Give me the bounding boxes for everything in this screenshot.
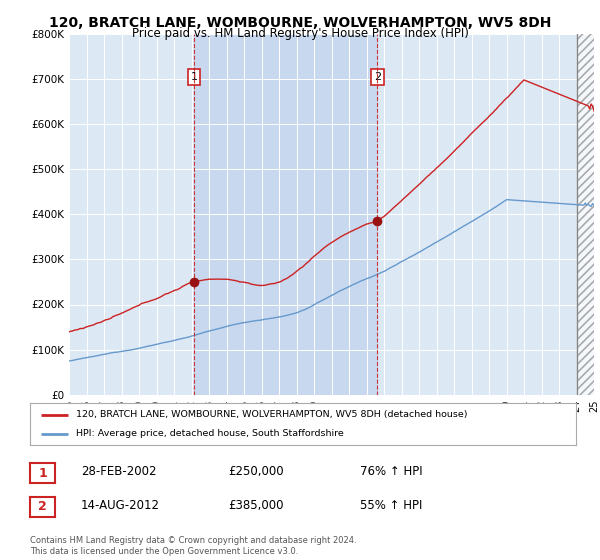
- Text: 120, BRATCH LANE, WOMBOURNE, WOLVERHAMPTON, WV5 8DH (detached house): 120, BRATCH LANE, WOMBOURNE, WOLVERHAMPT…: [76, 410, 468, 419]
- Text: Price paid vs. HM Land Registry's House Price Index (HPI): Price paid vs. HM Land Registry's House …: [131, 27, 469, 40]
- Text: 2: 2: [38, 500, 47, 514]
- Text: £385,000: £385,000: [228, 498, 284, 512]
- Text: 14-AUG-2012: 14-AUG-2012: [81, 498, 160, 512]
- Bar: [577, 34, 600, 395]
- Bar: [194, 34, 377, 395]
- Text: 55% ↑ HPI: 55% ↑ HPI: [360, 498, 422, 512]
- Text: HPI: Average price, detached house, South Staffordshire: HPI: Average price, detached house, Sout…: [76, 430, 344, 438]
- Text: 28-FEB-2002: 28-FEB-2002: [81, 465, 157, 478]
- Bar: [577, 34, 600, 395]
- Text: 120, BRATCH LANE, WOMBOURNE, WOLVERHAMPTON, WV5 8DH: 120, BRATCH LANE, WOMBOURNE, WOLVERHAMPT…: [49, 16, 551, 30]
- Text: 1: 1: [38, 466, 47, 480]
- Text: £250,000: £250,000: [228, 465, 284, 478]
- Text: Contains HM Land Registry data © Crown copyright and database right 2024.
This d: Contains HM Land Registry data © Crown c…: [30, 536, 356, 556]
- Text: 1: 1: [191, 72, 197, 82]
- Bar: [577, 34, 600, 395]
- Text: 2: 2: [374, 72, 381, 82]
- Text: 76% ↑ HPI: 76% ↑ HPI: [360, 465, 422, 478]
